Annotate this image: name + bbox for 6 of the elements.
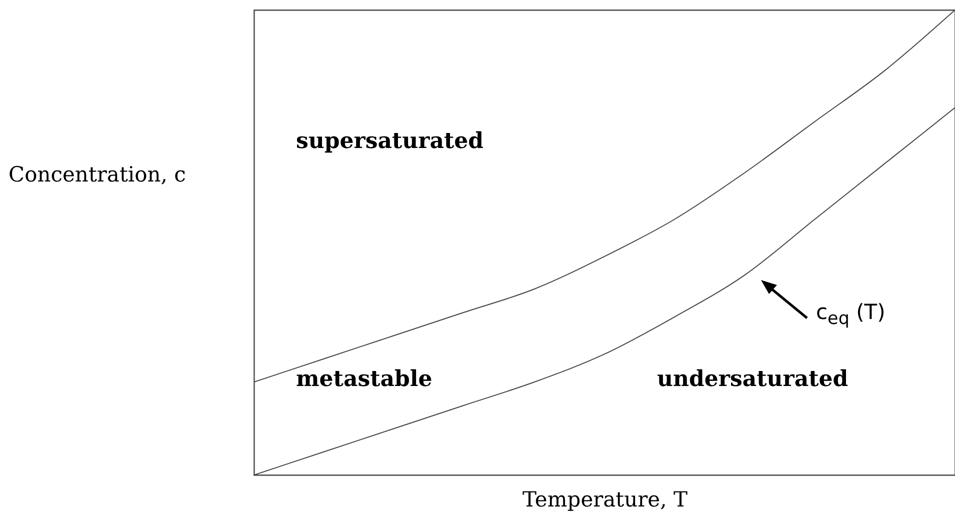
- x-axis-title: Temperature, T: [522, 488, 688, 512]
- annotation: c$_{eq}$ (T): [816, 300, 886, 330]
- annotation: undersaturated: [657, 366, 848, 392]
- annotation: metastable: [296, 366, 432, 392]
- annotation: supersaturated: [296, 128, 484, 154]
- y-axis-title: Concentration, c: [8, 162, 186, 186]
